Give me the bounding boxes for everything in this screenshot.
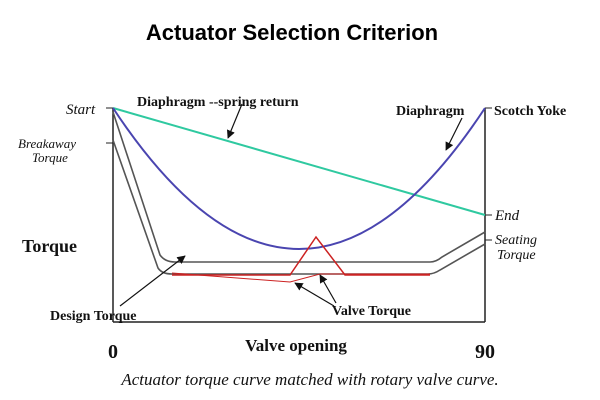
start-label: Start: [66, 102, 96, 118]
breakaway-label-line2: Torque: [32, 150, 68, 165]
seating-label-line2: Torque: [497, 248, 536, 263]
valve-torque-label: Valve Torque: [332, 304, 411, 319]
valve-torque-arrow-1: [294, 282, 335, 307]
scotch-yoke-curve: [112, 107, 486, 250]
spring-return-label: Diaphragm --spring return: [137, 95, 299, 110]
scotch-yoke-arrow: [445, 117, 463, 151]
design-torque-label: Design Torque: [50, 309, 137, 324]
diagram-title: Actuator Selection Criterion: [146, 20, 438, 45]
valve-torque-arrow-2: [319, 274, 337, 304]
y-axis-label: Torque: [22, 236, 77, 256]
spring-return-line: [112, 107, 486, 216]
x-axis-end-label: 90: [475, 341, 495, 363]
seating-label-line1: Seating: [495, 233, 537, 248]
end-label: End: [494, 208, 520, 224]
scotch-yoke-label: Scotch Yoke: [494, 104, 566, 119]
design-torque-curve-inner: [112, 139, 486, 275]
spring-return-arrow: [226, 103, 243, 139]
design-torque-arrow: [119, 255, 186, 307]
x-axis-start-label: 0: [108, 341, 118, 363]
diaphragm-label: Diaphragm: [396, 104, 465, 119]
figure-caption: Actuator torque curve matched with rotar…: [120, 370, 498, 389]
x-axis-label: Valve opening: [245, 336, 347, 355]
design-torque-curve-outer: [112, 111, 486, 263]
valve-torque-curve: [172, 235, 430, 276]
valve-torque-dip: [171, 272, 430, 283]
breakaway-label-line1: Breakaway: [18, 136, 76, 151]
